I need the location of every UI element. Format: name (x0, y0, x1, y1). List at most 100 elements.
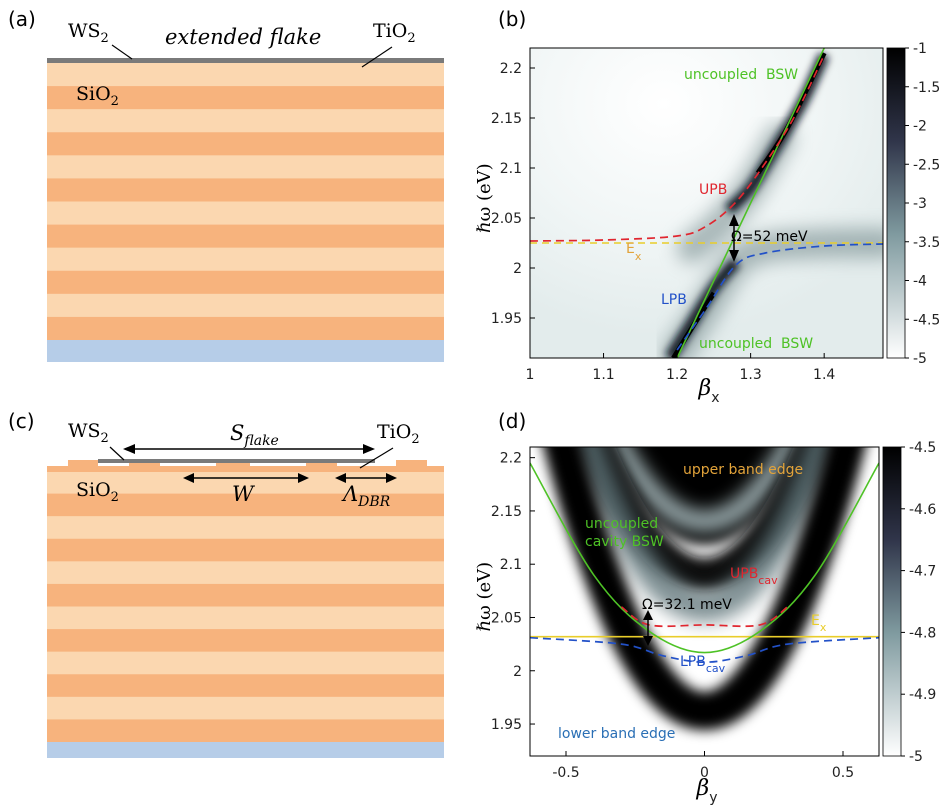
y-tick-label: 2.05 (491, 211, 522, 227)
dbr-c-layer (47, 538, 444, 562)
rabi-d: Ω=32.1 meV (642, 597, 732, 613)
upb-label-d: UPBcav (730, 566, 778, 587)
colorbar-tick-label: -5 (909, 749, 923, 765)
w-arrow-head-left (183, 473, 194, 483)
heatmap-d-lower-band (543, 447, 866, 731)
dbr-a-layer (47, 155, 444, 179)
dbr-a-layer (47, 316, 444, 341)
panel-d-label: (d) (498, 409, 526, 433)
colorbar-tick-label: -2 (913, 119, 927, 135)
x-tick-label: 1.4 (813, 367, 835, 383)
rabi-b: Ω=52 meV (731, 229, 808, 245)
w-label: W (232, 482, 256, 506)
ws2-label-a: WS2 (68, 20, 109, 46)
colorbar-tick-label: -1.5 (913, 80, 940, 96)
bsw-line-d (530, 462, 879, 654)
w-arrow-head-right (298, 473, 309, 483)
y-tick-label: 2.05 (491, 610, 522, 626)
lower-band-edge-label: lower band edge (558, 726, 675, 742)
colorbar-b-ticks: -1 -1.5 -2 -2.5 -3 -3.5 -4 -4.5 -5 (905, 41, 940, 367)
colorbar-tick-label: -2.5 (913, 157, 940, 173)
colorbar-tick-label: -3.5 (913, 235, 940, 251)
panel-d: (d) -0.5 0 0.5 1.95 2 2.05 2.1 2.15 2.2 βy ℏω (eV)… (474, 409, 936, 805)
rabi-arrow-b-up (729, 214, 739, 226)
rabi-arrow-d-down (643, 636, 653, 646)
y-tick-label: 2.2 (500, 451, 522, 467)
lambda-dbr-label: ΛDBR (341, 482, 391, 510)
lambda-arrow-head-right (386, 473, 397, 483)
ex-label-d: Ex (811, 613, 827, 634)
panel-b-label: (b) (498, 7, 526, 31)
heatmap-d-middle-band (578, 447, 831, 593)
extended-flake-label: extended flake (165, 25, 321, 49)
dbr-a-layer (47, 86, 444, 110)
dbr-c-layer (47, 629, 444, 652)
x-axis-label: βy (696, 776, 718, 805)
dbr-stack-a (47, 63, 444, 341)
colorbar-tick-label: -4.5 (909, 440, 936, 456)
y-tick-label: 2.15 (491, 111, 522, 127)
dbr-c-layer (47, 719, 444, 743)
dbr-stack-c (47, 471, 444, 743)
grating-ridge (68, 460, 98, 467)
colorbar-d (882, 446, 902, 757)
bsw-label-d-2: cavity BSW (585, 534, 664, 550)
grating-ridge (216, 460, 250, 467)
dbr-c-layer (47, 674, 444, 698)
y-tick-label: 2.1 (500, 557, 522, 573)
dbr-a-layer (47, 247, 444, 272)
panel-a: (a) WS2 extended flake TiO2 SiO2 (8, 7, 444, 362)
colorbar-tick-label: -4.9 (909, 687, 936, 703)
ws2-flake-a (47, 58, 444, 63)
heatmap-d-upper-band (604, 447, 805, 545)
colorbar-tick-label: -4.8 (909, 625, 936, 641)
s-arrow-head-left (123, 444, 135, 454)
heatmap-d-middle-glow (572, 447, 837, 622)
ex-label-b: Ex (626, 241, 642, 263)
lpb-label-b: LPB (661, 292, 687, 308)
plot-b-frame (529, 47, 884, 359)
y-tick-label: 2 (513, 664, 522, 680)
upb-line-b (530, 54, 825, 242)
y-tick-label: 2.2 (500, 61, 522, 77)
grating-c (47, 460, 444, 472)
substrate-a (47, 340, 444, 362)
sio2-label-a: SiO2 (76, 83, 119, 109)
heatmap-b (530, 48, 883, 358)
sio2-label-c: SiO2 (76, 479, 119, 505)
lpb-label-d: LPBcav (680, 654, 726, 675)
dbr-a-layer (47, 63, 444, 87)
tio2-label-c: TiO2 (377, 421, 420, 447)
panel-a-label: (a) (8, 7, 36, 31)
colorbar-tick-label: -3 (913, 196, 927, 212)
panel-c-label: (c) (8, 409, 35, 433)
dbr-a-layer (47, 293, 444, 318)
colorbar-tick-label: -4.6 (909, 502, 936, 518)
grating-ridge (396, 460, 427, 467)
grating-ridge (129, 460, 160, 467)
panel-c: (c) WS2 Sflake TiO2 SiO2 W ΛDBR (8, 409, 444, 758)
axes-b: 1 1.1 1.2 1.3 1.4 1.95 2 2.05 2.1 2.15 2.2 βx ℏω (eV… (474, 61, 835, 406)
dispersion-lines-d (530, 462, 879, 664)
upper-band-edge-label: upper band edge (683, 462, 803, 478)
x-tick-label: 1 (526, 367, 535, 383)
y-tick-label: 2.1 (500, 161, 522, 177)
dbr-c-layer (47, 516, 444, 540)
dbr-c-layer (47, 493, 444, 517)
upb-label-b: UPB (699, 182, 727, 198)
y-axis-label: ℏω (eV) (474, 163, 495, 233)
grating-base (47, 466, 444, 472)
dbr-a-layer (47, 201, 444, 225)
dbr-c-layer (47, 583, 444, 607)
ws2-label-c: WS2 (68, 420, 109, 446)
bsw-label-d-1: uncoupled (585, 516, 658, 532)
bsw-line-b (676, 48, 825, 358)
dispersion-lines-b (530, 48, 883, 358)
colorbar-tick-label: -4.5 (913, 312, 940, 328)
dbr-a-layer (47, 132, 444, 156)
ws2-pointer-c (109, 446, 125, 461)
x-tick-label: 0 (700, 765, 709, 781)
ws2-pointer-a (111, 44, 133, 60)
tio2-label-a: TiO2 (373, 20, 416, 46)
